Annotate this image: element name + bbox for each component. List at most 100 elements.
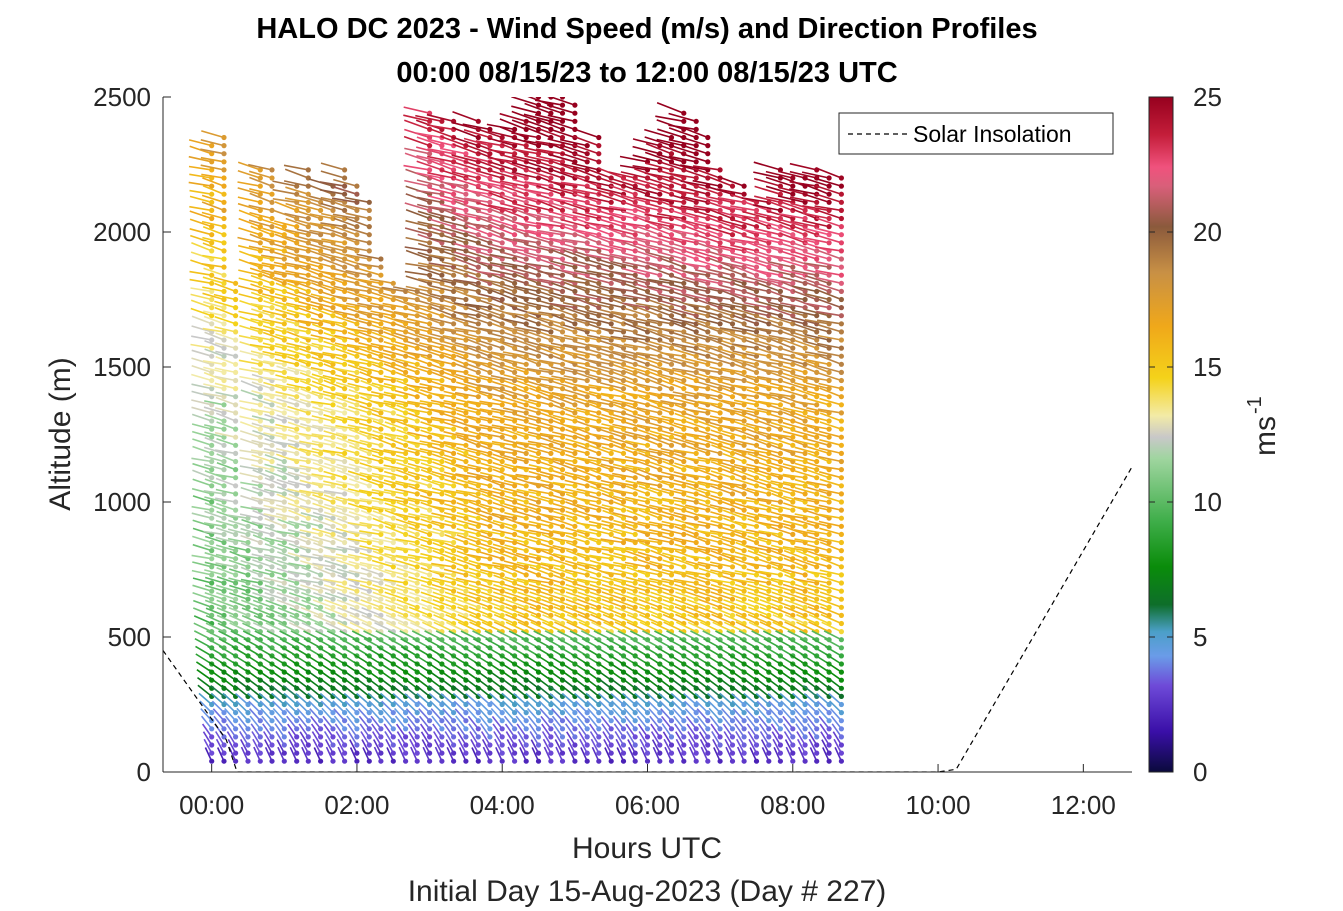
wind-barb-point bbox=[511, 232, 518, 238]
wind-barb bbox=[324, 559, 345, 568]
wind-barb bbox=[344, 196, 370, 204]
wind-barb bbox=[249, 715, 261, 730]
wind-barb bbox=[237, 715, 249, 730]
wind-barb bbox=[202, 225, 225, 236]
wind-barb bbox=[336, 437, 358, 447]
wind-barb bbox=[347, 359, 370, 366]
wind-barb-point bbox=[330, 386, 336, 392]
wind-barb bbox=[297, 219, 321, 228]
wind-barb-point bbox=[221, 240, 227, 246]
wind-barb bbox=[426, 124, 454, 131]
wind-barb bbox=[200, 715, 213, 730]
wind-barb bbox=[299, 398, 321, 406]
wind-barb bbox=[431, 520, 454, 528]
wind-barb-point bbox=[378, 369, 384, 375]
wind-barb bbox=[452, 126, 479, 139]
wind-barb bbox=[216, 567, 236, 576]
wind-barb-point bbox=[294, 491, 300, 497]
wind-barb bbox=[215, 497, 236, 503]
wind-barb bbox=[240, 542, 261, 552]
wind-barb bbox=[300, 535, 321, 544]
wind-barb-point bbox=[620, 758, 627, 764]
wind-barb bbox=[372, 544, 394, 552]
wind-barb bbox=[455, 473, 479, 479]
wind-barb bbox=[479, 408, 503, 414]
wind-barb bbox=[405, 262, 430, 268]
wind-barb-point bbox=[487, 612, 493, 619]
wind-barb-point bbox=[305, 726, 311, 732]
wind-barb bbox=[262, 318, 285, 325]
wind-barb bbox=[264, 454, 285, 463]
wind-barb-point bbox=[414, 531, 420, 538]
wind-barb bbox=[298, 325, 321, 333]
wind-barb-point bbox=[463, 507, 469, 513]
wind-barb-point bbox=[342, 167, 348, 173]
wind-barb bbox=[335, 374, 358, 382]
wind-barb-point bbox=[572, 718, 578, 724]
wind-barb-point bbox=[281, 288, 287, 294]
wind-barb-point bbox=[535, 515, 542, 521]
wind-barb-point bbox=[366, 548, 372, 554]
wind-barb-point bbox=[318, 734, 324, 740]
wind-barb bbox=[300, 579, 321, 584]
wind-barb-point bbox=[318, 548, 324, 554]
wind-barb bbox=[299, 432, 321, 438]
wind-barb-point bbox=[221, 215, 227, 222]
wind-barb bbox=[233, 684, 249, 698]
wind-barb bbox=[428, 692, 443, 706]
wind-barb-point bbox=[354, 507, 360, 513]
wind-barb bbox=[315, 630, 334, 641]
wind-barb bbox=[336, 453, 358, 463]
wind-barb-point bbox=[403, 450, 409, 456]
wind-barb-point bbox=[584, 377, 590, 384]
wind-barb-point bbox=[378, 458, 384, 465]
wind-barb bbox=[239, 465, 261, 471]
wind-barb bbox=[454, 257, 479, 268]
wind-barb-point bbox=[354, 475, 360, 481]
wind-barb-point bbox=[342, 361, 348, 367]
wind-barb bbox=[193, 630, 213, 641]
wind-barb bbox=[468, 584, 491, 592]
wind-barb bbox=[480, 542, 503, 552]
wind-barb-point bbox=[209, 710, 215, 716]
wind-barb bbox=[467, 486, 491, 495]
wind-barb-point bbox=[475, 612, 481, 619]
wind-barb bbox=[337, 606, 358, 617]
wind-barb-point bbox=[427, 604, 433, 610]
wind-barb bbox=[311, 282, 334, 293]
wind-barb bbox=[241, 607, 261, 617]
wind-barb bbox=[443, 355, 467, 366]
wind-barb bbox=[479, 715, 491, 730]
wind-barb-point bbox=[342, 264, 348, 270]
wind-barb bbox=[265, 599, 285, 609]
wind-barb bbox=[417, 210, 443, 220]
wind-barb-point bbox=[548, 750, 554, 756]
wind-barb bbox=[348, 405, 370, 414]
wind-barb-point bbox=[366, 199, 372, 205]
wind-barb bbox=[421, 614, 443, 625]
wind-barb bbox=[416, 172, 443, 179]
wind-barb-point bbox=[209, 507, 215, 513]
wind-barb bbox=[431, 583, 454, 592]
wind-barb-point bbox=[294, 531, 300, 538]
wind-barb-point bbox=[390, 718, 396, 724]
wind-barb bbox=[417, 227, 443, 236]
wind-barb bbox=[490, 273, 515, 285]
wind-barb bbox=[359, 414, 382, 422]
wind-barb bbox=[249, 233, 273, 244]
wind-barb bbox=[249, 343, 273, 349]
wind-barb bbox=[420, 584, 443, 592]
wind-barb-point bbox=[354, 240, 360, 246]
wind-barb bbox=[347, 373, 370, 382]
wind-barb-point bbox=[305, 264, 311, 270]
wind-barb bbox=[310, 334, 334, 341]
wind-barb bbox=[443, 471, 467, 479]
wind-barb-point bbox=[378, 734, 384, 740]
wind-barb bbox=[360, 591, 382, 600]
wind-barb bbox=[203, 301, 225, 309]
wind-barb bbox=[322, 299, 345, 309]
wind-barb-point bbox=[523, 215, 529, 222]
wind-barb bbox=[346, 343, 370, 349]
wind-barb-point bbox=[463, 580, 469, 586]
wind-barb bbox=[323, 578, 345, 584]
